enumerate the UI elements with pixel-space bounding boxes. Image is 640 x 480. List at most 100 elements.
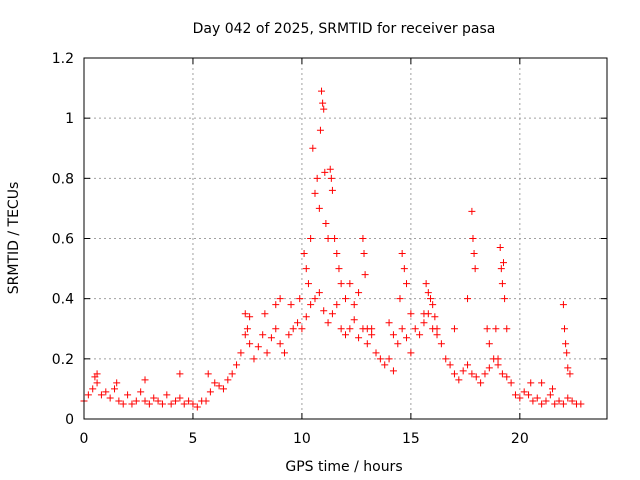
data-point [359, 235, 367, 242]
y-tick-label: 0 [65, 412, 74, 428]
data-point [492, 325, 500, 333]
data-point [403, 334, 411, 342]
data-point [202, 397, 210, 405]
x-tick-label: 5 [188, 431, 197, 447]
data-point [485, 340, 493, 348]
data-point [420, 319, 428, 327]
data-point [259, 331, 267, 339]
x-tick-label: 15 [402, 431, 420, 447]
data-point [111, 385, 119, 393]
data-point [322, 219, 330, 227]
data-point [150, 394, 158, 402]
data-point [346, 280, 354, 288]
data-point [132, 397, 140, 405]
data-point [442, 355, 450, 363]
data-point [499, 259, 507, 267]
data-point [503, 325, 511, 333]
data-point [115, 397, 123, 405]
data-point [437, 340, 445, 348]
data-point [228, 370, 236, 378]
data-point [468, 207, 476, 215]
data-point [272, 325, 280, 333]
data-point [433, 325, 441, 333]
data-point [411, 325, 419, 333]
data-point [267, 334, 275, 342]
data-points [80, 87, 585, 411]
data-point [97, 391, 105, 399]
data-point [494, 361, 502, 369]
data-point [350, 316, 358, 324]
data-point [307, 235, 315, 242]
data-point [400, 265, 408, 273]
data-point [546, 391, 554, 399]
data-point [84, 391, 92, 399]
data-point [211, 379, 219, 387]
y-tick-label: 1 [65, 111, 74, 127]
data-point [224, 376, 232, 384]
data-point [185, 397, 193, 405]
data-point [559, 400, 567, 408]
data-point [176, 370, 184, 378]
data-point [346, 325, 354, 333]
data-point [93, 379, 101, 387]
data-point [561, 325, 569, 333]
data-point [311, 189, 319, 197]
data-point [494, 355, 502, 363]
data-point [527, 379, 535, 387]
data-point [350, 301, 358, 309]
data-point [324, 319, 332, 327]
data-point [204, 370, 212, 378]
data-point [485, 364, 493, 372]
data-point [309, 144, 317, 152]
data-point [450, 325, 458, 333]
data-point [469, 235, 477, 242]
data-point [141, 397, 149, 405]
data-point [294, 319, 302, 327]
data-point [316, 126, 324, 134]
data-point [566, 370, 574, 378]
data-point [254, 343, 262, 351]
data-point [276, 295, 284, 303]
data-point [328, 186, 336, 194]
data-point [446, 361, 454, 369]
ticks: 0 5 10 15 20 0 0.2 0.4 0.6 0.8 1 1.2 [52, 51, 607, 447]
data-point [464, 295, 472, 303]
data-point [398, 250, 406, 258]
data-point [511, 391, 519, 399]
data-point [376, 355, 384, 363]
data-point [285, 331, 293, 339]
data-point [319, 99, 327, 107]
data-point [241, 331, 249, 339]
data-point [538, 379, 546, 387]
y-tick-label: 0.8 [52, 171, 74, 187]
data-point [389, 331, 397, 339]
data-point [328, 310, 336, 318]
data-point [243, 325, 251, 333]
data-point [333, 250, 341, 258]
data-point [246, 313, 254, 321]
data-point [503, 373, 511, 381]
data-point [398, 325, 406, 333]
data-point [337, 325, 345, 333]
data-point [426, 295, 434, 303]
data-point [363, 340, 371, 348]
data-point [124, 391, 132, 399]
data-point [407, 310, 415, 318]
data-point [455, 376, 463, 384]
data-point [93, 370, 101, 378]
data-point [176, 394, 184, 402]
data-point [180, 400, 188, 408]
data-point [241, 310, 249, 318]
data-point [403, 280, 411, 288]
data-point [302, 313, 310, 321]
data-point [321, 168, 329, 176]
data-point [219, 385, 227, 393]
data-point [113, 379, 121, 387]
data-point [141, 376, 149, 384]
data-point [215, 382, 223, 390]
data-point [533, 394, 541, 402]
data-point [167, 400, 175, 408]
x-tick-label: 10 [293, 431, 311, 447]
data-point [89, 385, 97, 393]
